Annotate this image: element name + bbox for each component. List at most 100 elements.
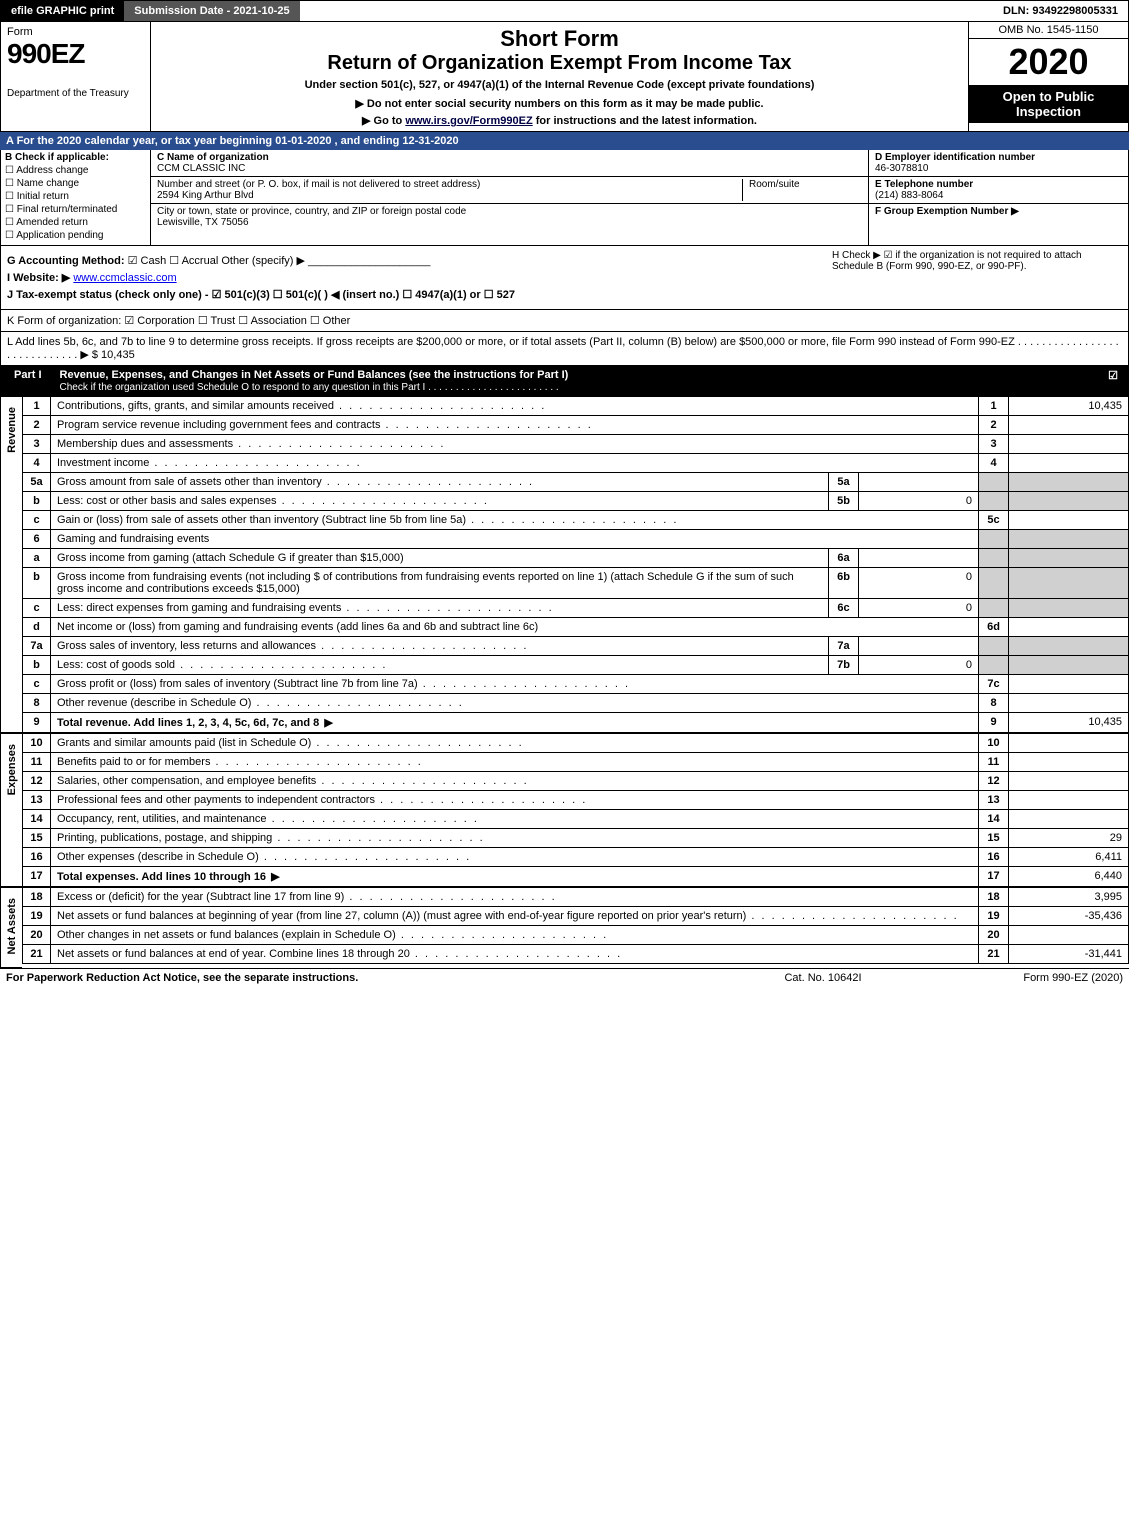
j-label: J Tax-exempt status (check only one) - ☑… — [7, 289, 515, 301]
table-row: 10Grants and similar amounts paid (list … — [23, 734, 1129, 753]
netassets-side-label: Net Assets — [0, 887, 22, 968]
irs-link[interactable]: www.irs.gov/Form990EZ — [405, 115, 532, 127]
phone-label: E Telephone number — [875, 179, 1122, 190]
part1-check-text: Check if the organization used Schedule … — [60, 382, 559, 393]
address-label: Number and street (or P. O. box, if mail… — [157, 179, 742, 190]
line-l: L Add lines 5b, 6c, and 7b to line 9 to … — [0, 332, 1129, 366]
line-k: K Form of organization: ☑ Corporation ☐ … — [0, 310, 1129, 332]
dept-treasury: Department of the Treasury — [7, 88, 144, 99]
city-value: Lewisville, TX 75056 — [157, 217, 862, 228]
chk-name-change[interactable]: Name change — [5, 178, 146, 189]
subtitle-goto: ▶ Go to www.irs.gov/Form990EZ for instru… — [157, 114, 962, 127]
meta-ghi: G Accounting Method: Cash Accrual Other … — [0, 246, 1129, 310]
form-header: Form 990EZ Department of the Treasury Sh… — [0, 22, 1129, 132]
address-value: 2594 King Arthur Blvd — [157, 190, 742, 201]
table-row: 12Salaries, other compensation, and empl… — [23, 772, 1129, 791]
expenses-section: Expenses 10Grants and similar amounts pa… — [0, 733, 1129, 887]
table-row: dNet income or (loss) from gaming and fu… — [23, 618, 1129, 637]
form-word: Form — [7, 26, 144, 38]
table-row: bLess: cost of goods sold7b0 — [23, 656, 1129, 675]
chk-final-return[interactable]: Final return/terminated — [5, 204, 146, 215]
g-cash[interactable]: Cash — [128, 255, 167, 267]
table-row: cGain or (loss) from sale of assets othe… — [23, 511, 1129, 530]
table-row: 5aGross amount from sale of assets other… — [23, 473, 1129, 492]
chk-application-pending[interactable]: Application pending — [5, 230, 146, 241]
header-mid: Short Form Return of Organization Exempt… — [151, 22, 968, 131]
efile-print-button[interactable]: efile GRAPHIC print — [1, 1, 124, 21]
table-row: 4Investment income4 — [23, 454, 1129, 473]
entity-block: B Check if applicable: Address change Na… — [0, 150, 1129, 246]
phone-value: (214) 883-8064 — [875, 190, 1122, 201]
table-row: 20Other changes in net assets or fund ba… — [23, 926, 1129, 945]
part1-title: Revenue, Expenses, and Changes in Net As… — [60, 369, 569, 381]
table-row: 13Professional fees and other payments t… — [23, 791, 1129, 810]
expenses-table: 10Grants and similar amounts paid (list … — [22, 733, 1129, 887]
tax-year: 2020 — [969, 39, 1128, 85]
table-row: bLess: cost or other basis and sales exp… — [23, 492, 1129, 511]
g-accrual[interactable]: Accrual — [169, 255, 218, 267]
netassets-section: Net Assets 18Excess or (deficit) for the… — [0, 887, 1129, 968]
box-b-title: B Check if applicable: — [5, 152, 146, 163]
table-row: 7aGross sales of inventory, less returns… — [23, 637, 1129, 656]
chk-initial-return[interactable]: Initial return — [5, 191, 146, 202]
table-row: 21Net assets or fund balances at end of … — [23, 945, 1129, 964]
part1-checkbox[interactable]: ☑ — [1103, 369, 1123, 393]
table-row: 6Gaming and fundraising events — [23, 530, 1129, 549]
ein-label: D Employer identification number — [875, 152, 1122, 163]
chk-amended-return[interactable]: Amended return — [5, 217, 146, 228]
table-row: 19Net assets or fund balances at beginni… — [23, 907, 1129, 926]
line-g: G Accounting Method: Cash Accrual Other … — [7, 254, 822, 267]
table-row: 14Occupancy, rent, utilities, and mainte… — [23, 810, 1129, 829]
subtitle-ssn-warning: ▶ Do not enter social security numbers o… — [157, 97, 962, 110]
goto-post: for instructions and the latest informat… — [536, 115, 757, 127]
table-row: 17Total expenses. Add lines 10 through 1… — [23, 867, 1129, 887]
page-footer: For Paperwork Reduction Act Notice, see … — [0, 968, 1129, 987]
website-link[interactable]: www.ccmclassic.com — [73, 272, 176, 284]
chk-address-change[interactable]: Address change — [5, 165, 146, 176]
header-left: Form 990EZ Department of the Treasury — [1, 22, 151, 131]
dln-label: DLN: 93492298005331 — [993, 1, 1128, 21]
table-row: 8Other revenue (describe in Schedule O)8 — [23, 694, 1129, 713]
g-label: G Accounting Method: — [7, 255, 125, 267]
revenue-side-label: Revenue — [0, 396, 22, 733]
form-number: 990EZ — [7, 38, 144, 70]
table-row: bGross income from fundraising events (n… — [23, 568, 1129, 599]
title-short-form: Short Form — [157, 26, 962, 52]
submission-date-button[interactable]: Submission Date - 2021-10-25 — [124, 1, 299, 21]
ein-value: 46-3078810 — [875, 163, 1122, 174]
i-label: I Website: ▶ — [7, 272, 70, 284]
revenue-table: 1Contributions, gifts, grants, and simil… — [22, 396, 1129, 733]
table-row: cLess: direct expenses from gaming and f… — [23, 599, 1129, 618]
header-right: OMB No. 1545-1150 2020 Open to Public In… — [968, 22, 1128, 131]
org-name-value: CCM CLASSIC INC — [157, 163, 862, 174]
line-h: H Check ▶ ☑ if the organization is not r… — [822, 250, 1122, 305]
period-bar: A For the 2020 calendar year, or tax yea… — [0, 132, 1129, 150]
line-j: J Tax-exempt status (check only one) - ☑… — [7, 288, 822, 301]
table-row: 15Printing, publications, postage, and s… — [23, 829, 1129, 848]
spacer — [300, 1, 993, 21]
line-i: I Website: ▶ www.ccmclassic.com — [7, 271, 822, 284]
table-row: cGross profit or (loss) from sales of in… — [23, 675, 1129, 694]
org-name-cell: C Name of organization CCM CLASSIC INC — [151, 150, 868, 177]
part1-num: Part I — [6, 369, 50, 393]
goto-pre: ▶ Go to — [362, 115, 405, 127]
table-row: 3Membership dues and assessments3 — [23, 435, 1129, 454]
table-row: 16Other expenses (describe in Schedule O… — [23, 848, 1129, 867]
footer-right: Form 990-EZ (2020) — [923, 972, 1123, 984]
subtitle-section: Under section 501(c), 527, or 4947(a)(1)… — [157, 79, 962, 91]
table-row: 1Contributions, gifts, grants, and simil… — [23, 397, 1129, 416]
table-row: 2Program service revenue including gover… — [23, 416, 1129, 435]
table-row: aGross income from gaming (attach Schedu… — [23, 549, 1129, 568]
table-row: 9Total revenue. Add lines 1, 2, 3, 4, 5c… — [23, 713, 1129, 733]
footer-left: For Paperwork Reduction Act Notice, see … — [6, 972, 723, 984]
table-row: 18Excess or (deficit) for the year (Subt… — [23, 888, 1129, 907]
box-d-e-f: D Employer identification number 46-3078… — [868, 150, 1128, 245]
revenue-section: Revenue 1Contributions, gifts, grants, a… — [0, 396, 1129, 733]
box-b: B Check if applicable: Address change Na… — [1, 150, 151, 245]
omb-number: OMB No. 1545-1150 — [969, 22, 1128, 39]
part1-header: Part I Revenue, Expenses, and Changes in… — [0, 366, 1129, 396]
table-row: 11Benefits paid to or for members11 — [23, 753, 1129, 772]
expenses-side-label: Expenses — [0, 733, 22, 887]
open-to-public: Open to Public Inspection — [969, 85, 1128, 123]
g-other[interactable]: Other (specify) ▶ — [221, 255, 305, 267]
